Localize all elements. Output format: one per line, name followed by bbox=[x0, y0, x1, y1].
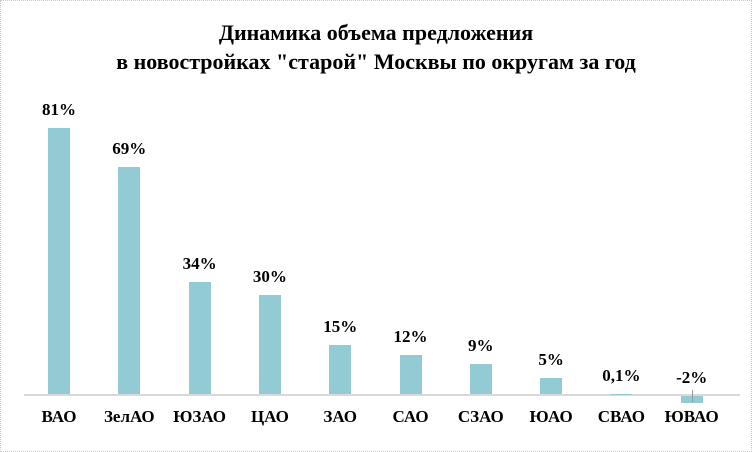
x-axis-tick-label: СЗАО bbox=[457, 407, 504, 426]
data-label: 15% bbox=[323, 316, 358, 336]
bar bbox=[469, 364, 492, 394]
data-label: 0,1% bbox=[602, 366, 641, 385]
x-axis-tick-label: ВАО bbox=[41, 407, 77, 426]
x-axis-tick-label: ЗелАО bbox=[103, 407, 155, 426]
data-label: 30% bbox=[252, 267, 287, 287]
data-label: 9% bbox=[468, 336, 494, 356]
bar bbox=[329, 344, 352, 394]
bar bbox=[188, 282, 211, 394]
x-axis-tick-label: ЗАО bbox=[323, 407, 357, 426]
x-axis-tick-label: ЦАО bbox=[250, 407, 289, 426]
bar bbox=[118, 166, 141, 394]
x-axis-tick-label: САО bbox=[392, 407, 429, 426]
bar bbox=[48, 127, 70, 394]
bar bbox=[610, 393, 633, 394]
data-label: 12% bbox=[393, 326, 428, 346]
data-label: -2% bbox=[676, 368, 708, 387]
data-label: 5% bbox=[538, 349, 564, 369]
x-axis-tick-label: ЮВАО bbox=[664, 407, 719, 426]
chart-title-line-2: в новостройках "старой" Москвы по округа… bbox=[116, 49, 636, 74]
chart-title-line-1: Динамика объема предложения bbox=[218, 20, 534, 45]
data-label: 34% bbox=[182, 254, 217, 274]
x-axis-line bbox=[24, 394, 740, 396]
data-label: 81% bbox=[42, 99, 76, 119]
x-axis-tick-label: ЮАО bbox=[529, 407, 573, 426]
data-label: 69% bbox=[112, 138, 147, 158]
bar bbox=[540, 377, 563, 394]
bar bbox=[258, 295, 281, 394]
x-axis-tick-label: ЮЗАО bbox=[173, 407, 226, 426]
bar bbox=[399, 354, 422, 394]
x-axis-tick-label: СВАО bbox=[597, 407, 645, 426]
label-leader-line bbox=[691, 390, 693, 402]
chart-title: Динамика объема предложения в новостройк… bbox=[0, 18, 752, 76]
